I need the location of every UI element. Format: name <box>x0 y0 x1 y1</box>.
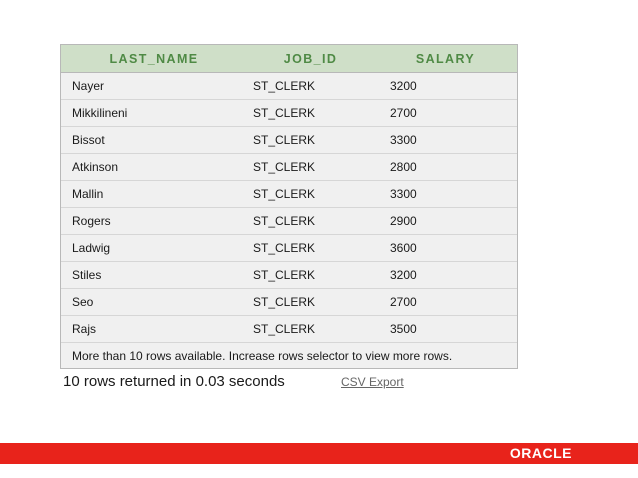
cell-last-name: Bissot <box>72 133 105 147</box>
cell-job-id: ST_CLERK <box>253 79 316 93</box>
cell-last-name: Nayer <box>72 79 105 93</box>
table-row: Rogers ST_CLERK 2900 <box>61 208 517 235</box>
column-header-salary[interactable]: SALARY <box>415 51 476 66</box>
cell-salary: 3500 <box>390 322 417 336</box>
table-footer-note: More than 10 rows available. Increase ro… <box>61 343 517 368</box>
cell-last-name: Rogers <box>72 214 111 228</box>
table-row: Nayer ST_CLERK 3200 <box>61 73 517 100</box>
cell-salary: 2700 <box>390 295 417 309</box>
table-row: Mallin ST_CLERK 3300 <box>61 181 517 208</box>
cell-last-name: Seo <box>72 295 94 309</box>
cell-salary: 3200 <box>390 268 417 282</box>
table-row: Stiles ST_CLERK 3200 <box>61 262 517 289</box>
table-row: Atkinson ST_CLERK 2800 <box>61 154 517 181</box>
cell-salary: 3200 <box>390 79 417 93</box>
csv-export-link[interactable]: CSV Export <box>341 375 404 389</box>
cell-job-id: ST_CLERK <box>253 133 316 147</box>
cell-last-name: Mikkilineni <box>72 106 128 120</box>
cell-job-id: ST_CLERK <box>253 295 316 309</box>
cell-last-name: Mallin <box>72 187 104 201</box>
cell-last-name: Rajs <box>72 322 97 336</box>
table-row: Ladwig ST_CLERK 3600 <box>61 235 517 262</box>
cell-job-id: ST_CLERK <box>253 187 316 201</box>
rows-returned-status: 10 rows returned in 0.03 seconds <box>63 373 285 390</box>
results-table: LAST_NAME JOB_ID SALARY Nayer ST_CLERK 3… <box>60 44 518 369</box>
cell-job-id: ST_CLERK <box>253 322 316 336</box>
table-row: Seo ST_CLERK 2700 <box>61 289 517 316</box>
oracle-logo: ORACLE <box>509 445 572 461</box>
cell-job-id: ST_CLERK <box>253 106 316 120</box>
table-header: LAST_NAME JOB_ID SALARY <box>61 45 517 73</box>
cell-last-name: Stiles <box>72 268 102 282</box>
cell-job-id: ST_CLERK <box>253 241 316 255</box>
cell-job-id: ST_CLERK <box>253 160 316 174</box>
cell-job-id: ST_CLERK <box>253 268 316 282</box>
cell-salary: 3300 <box>390 133 417 147</box>
cell-salary: 2900 <box>390 214 417 228</box>
cell-salary: 3300 <box>390 187 417 201</box>
cell-last-name: Ladwig <box>72 241 111 255</box>
column-header-job-id[interactable]: JOB_ID <box>283 51 338 66</box>
table-row: Rajs ST_CLERK 3500 <box>61 316 517 343</box>
oracle-footer-bar: ORACLE <box>0 443 638 464</box>
cell-salary: 2700 <box>390 106 417 120</box>
table-row: Mikkilineni ST_CLERK 2700 <box>61 100 517 127</box>
cell-salary: 3600 <box>390 241 417 255</box>
cell-salary: 2800 <box>390 160 417 174</box>
cell-job-id: ST_CLERK <box>253 214 316 228</box>
column-header-last-name[interactable]: LAST_NAME <box>109 51 199 66</box>
table-row: Bissot ST_CLERK 3300 <box>61 127 517 154</box>
cell-last-name: Atkinson <box>72 160 119 174</box>
